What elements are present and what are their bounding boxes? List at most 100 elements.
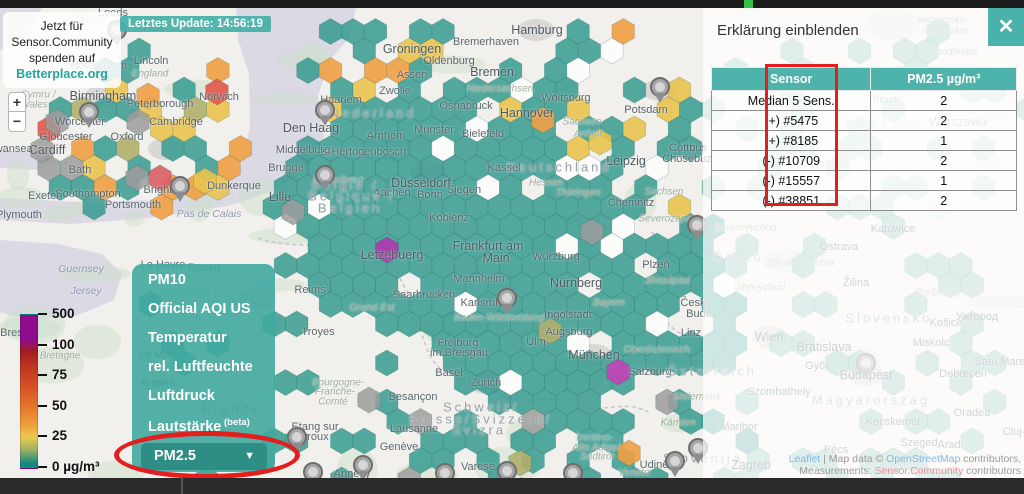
layer-menu-item[interactable]: PM10 (148, 272, 186, 288)
hex-cell[interactable] (600, 37, 624, 65)
green-notch (744, 0, 753, 8)
table-cell: 1 (870, 170, 1017, 191)
hex-cell[interactable] (588, 128, 612, 156)
legend-tick (38, 374, 47, 377)
panel-title: Erklärung einblenden (717, 22, 859, 39)
hex-cell[interactable] (150, 193, 174, 221)
hex-cell[interactable] (352, 427, 376, 455)
selected-layer-label: PM2.5 (154, 448, 196, 464)
attribution-line1: Leaflet | Map data © OpenStreetMap contr… (789, 453, 1021, 465)
hex-cell[interactable] (193, 167, 217, 195)
layer-menu-item[interactable]: Lautstärke (beta) (148, 417, 250, 435)
explanation-panel: Erklärung einblenden ✕ Sensor PM2.5 µg/m… (703, 8, 1024, 478)
attribution-text: contributors, (960, 453, 1021, 465)
table-cell: 2 (870, 110, 1017, 131)
hex-cell[interactable] (330, 427, 354, 455)
legend-tick (38, 343, 47, 346)
table-row: Median 5 Sens. 2 (710, 90, 1017, 111)
legend-tick (38, 435, 47, 438)
legend-tick-label: 50 (52, 397, 68, 413)
hex-cell[interactable] (622, 76, 647, 104)
hex-cell[interactable] (375, 349, 399, 377)
table-cell: Median 5 Sens. (710, 90, 872, 111)
attribution-line2: Measurements: Sensor.Community contribut… (789, 465, 1021, 477)
hex-cell[interactable] (285, 310, 309, 338)
sensor-community-link[interactable]: Sensor.Community (874, 465, 964, 477)
attribution-text: Measurements: (799, 465, 875, 477)
legend-tick-label: 100 (52, 336, 75, 352)
leaflet-link[interactable]: Leaflet (788, 453, 821, 465)
table-header-row: Sensor PM2.5 µg/m³ (710, 67, 1017, 91)
legend-tick (38, 313, 47, 315)
bottom-dark-bar (0, 478, 1024, 494)
hex-cell[interactable] (126, 108, 150, 136)
table-cell: 2 (870, 90, 1017, 111)
layer-menu-item[interactable]: rel. Luftfeuchte (148, 359, 253, 375)
hex-cell[interactable] (125, 164, 149, 192)
close-icon[interactable]: ✕ (988, 8, 1024, 46)
hex-cell[interactable] (45, 108, 69, 136)
osm-link[interactable]: OpenStreetMap (886, 453, 961, 465)
zoom-in-button[interactable]: + (8, 92, 26, 112)
chevron-down-icon: ▼ (244, 450, 255, 462)
beta-badge: (beta) (221, 417, 250, 428)
hex-cell[interactable] (375, 236, 399, 264)
layer-menu-item[interactable]: Temperatur (148, 330, 227, 346)
layer-menu-item[interactable]: Luftdruck (148, 388, 215, 404)
hex-cell[interactable] (296, 57, 320, 84)
hex-cell[interactable] (82, 193, 106, 221)
hex-cell[interactable] (617, 439, 641, 467)
legend-gradient-bar (20, 314, 38, 469)
hex-cell[interactable] (71, 96, 95, 123)
hex-cell[interactable] (655, 388, 679, 416)
legend-tick-label: 500 (52, 306, 75, 322)
layer-menu-item[interactable]: Official AQI US (148, 301, 251, 317)
hex-cell[interactable] (206, 96, 230, 123)
hex-cell[interactable] (205, 78, 229, 106)
table-cell: 2 (870, 190, 1017, 211)
table-cell: 2 (870, 150, 1017, 171)
table-cell: (-) #10709 (710, 150, 872, 171)
hex-cell[interactable] (148, 164, 172, 192)
sensor-table: Sensor PM2.5 µg/m³ Median 5 Sens. 2 (+) #5… (710, 67, 1017, 211)
table-row: (+) #8185 1 (710, 130, 1017, 151)
hex-cell[interactable] (30, 136, 54, 164)
legend-tick-label: 75 (52, 367, 68, 383)
hex-cell[interactable] (273, 369, 298, 396)
channel-sea (0, 240, 122, 320)
hex-cell[interactable] (136, 82, 160, 110)
sensor-column-header: Sensor (710, 67, 872, 91)
table-row: (-) #15557 1 (710, 170, 1017, 191)
betterplace-link[interactable]: Betterplace.org (16, 67, 108, 81)
table-row: (+) #5475 2 (710, 110, 1017, 131)
table-row: (-) #10709 2 (710, 150, 1017, 171)
selected-layer-dropdown[interactable]: PM2.5 ▼ (141, 443, 267, 470)
zoom-out-button[interactable]: − (8, 112, 26, 132)
border-line (257, 237, 649, 413)
hex-cell[interactable] (296, 369, 320, 396)
hex-cell[interactable] (357, 386, 381, 414)
donation-line2: Sensor.Community (11, 35, 113, 49)
legend-tick (38, 466, 47, 468)
bottom-bar-divider (181, 478, 183, 494)
hex-cell[interactable] (281, 198, 305, 226)
hex-cell[interactable] (285, 427, 309, 455)
hex-cell[interactable] (606, 358, 630, 386)
hex-cell[interactable] (273, 252, 298, 279)
hex-cell[interactable] (538, 317, 562, 345)
legend-tick-label: 25 (52, 428, 68, 444)
hex-cell[interactable] (531, 106, 555, 134)
hex-cell[interactable] (318, 18, 343, 45)
hex-cell[interactable] (679, 135, 703, 162)
north-sea (0, 8, 356, 224)
top-dark-bar (0, 0, 1024, 8)
legend-tick-label: 0 µg/m³ (52, 459, 100, 475)
legend-tick (38, 404, 47, 407)
donation-line1: Jetzt für (40, 19, 84, 33)
table-cell: (-) #15557 (710, 170, 872, 191)
layer-menu-items: PM10 Official AQI US Temperatur rel. Luftfe… (132, 264, 275, 438)
pm25-column-header: PM2.5 µg/m³ (870, 67, 1017, 91)
hex-cell[interactable] (580, 218, 604, 246)
donation-box: Jetzt für Sensor.Community spenden auf B… (3, 12, 121, 88)
